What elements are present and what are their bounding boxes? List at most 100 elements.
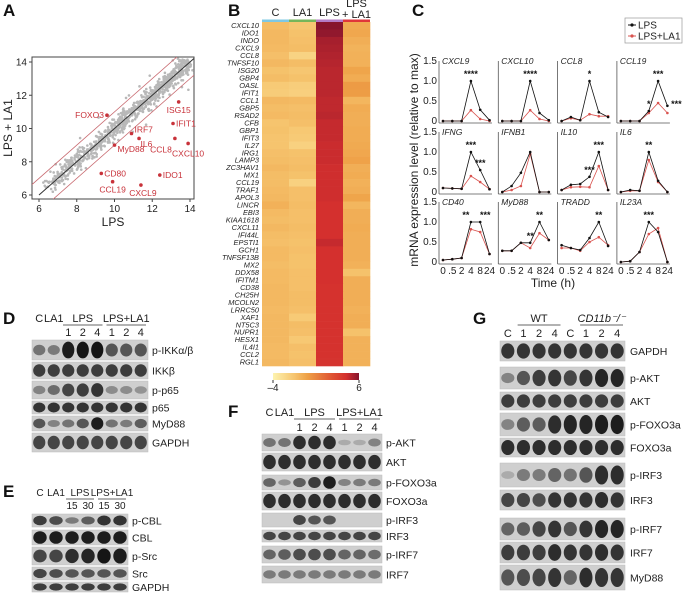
background-point — [111, 134, 115, 137]
heatmap-cell — [262, 81, 290, 90]
blot-row — [499, 391, 626, 411]
protein-band — [278, 531, 291, 541]
heatmap-cell — [262, 156, 290, 165]
data-point-lps — [647, 220, 651, 224]
protein-band — [532, 521, 546, 537]
heatmap-cell — [343, 328, 371, 337]
heatmap-cell — [289, 276, 317, 285]
heatmap-row-label: DDX58 — [235, 268, 260, 277]
y-tick-label: 10 — [16, 124, 28, 135]
heatmap-cell — [343, 22, 371, 30]
background-point — [76, 165, 80, 169]
background-point — [118, 117, 122, 121]
heatmap-row-label: RGL1 — [240, 358, 259, 367]
point-label: ISG15 — [167, 105, 191, 115]
lane-label: 1 — [65, 327, 71, 339]
heatmap-cell — [343, 89, 371, 98]
heatmap-cell — [289, 119, 317, 127]
background-point — [168, 93, 171, 96]
heatmap-cell — [316, 283, 344, 292]
heatmap-cell — [262, 89, 290, 98]
y-tick-label: 1.0 — [423, 147, 437, 158]
blot-row-label: Src — [132, 569, 148, 581]
blot-row — [31, 339, 149, 361]
x-tick-label: 10 — [109, 204, 121, 215]
protein-band — [65, 569, 79, 578]
heatmap-cell — [343, 119, 371, 127]
subplot-title: CXCL9 — [442, 56, 470, 66]
upper-bound-line — [32, 57, 178, 186]
data-point-lps — [578, 248, 582, 252]
heatmap-row-label: CCL8 — [240, 51, 260, 60]
blot-row — [31, 529, 129, 546]
background-point — [64, 177, 67, 181]
background-point — [76, 163, 80, 166]
x-tick-label: 8 — [537, 266, 543, 277]
data-point-lps — [488, 187, 491, 191]
series-line-lps — [442, 221, 490, 261]
background-point — [119, 111, 123, 115]
background-point — [65, 160, 69, 164]
background-point — [73, 156, 76, 160]
background-point — [83, 155, 86, 159]
point-label: IDO1 — [163, 170, 183, 180]
background-point — [90, 151, 93, 155]
lane-label: 1 — [341, 422, 347, 434]
heatmap-cell — [262, 186, 290, 195]
background-point — [52, 171, 55, 174]
heatmap-cell — [289, 306, 317, 314]
series-line-lps — [561, 150, 609, 191]
blot-row — [31, 361, 149, 380]
subplot-title: IL10 — [561, 127, 578, 137]
protein-band — [579, 369, 593, 387]
protein-band — [81, 531, 95, 544]
blot-strip — [31, 432, 149, 453]
x-tick-label: 24 — [662, 266, 674, 277]
blot-row-label: p-IRF7 — [630, 524, 662, 536]
heatmap-cell — [289, 298, 317, 307]
background-point — [49, 170, 52, 173]
background-point — [82, 150, 86, 153]
background-point — [174, 83, 178, 86]
background-point — [103, 139, 107, 143]
series-line-lps — [442, 150, 490, 190]
data-point-lps — [666, 104, 669, 108]
series-line-lps-la1 — [502, 152, 549, 193]
protein-band — [308, 493, 321, 509]
data-point-lps — [547, 118, 551, 122]
line-panel-c: CXCL9****00.51.01.5 CXCL10****CCL8*CCL19*… — [407, 17, 683, 290]
heatmap-cell — [262, 51, 290, 60]
heatmap-cell — [262, 171, 290, 180]
protein-band — [532, 493, 546, 507]
lane-group-label: C — [36, 488, 43, 499]
background-point — [93, 156, 96, 159]
data-point-lps — [488, 252, 491, 256]
protein-band — [323, 435, 336, 450]
heatmap-cell — [316, 291, 344, 299]
heatmap-cell — [343, 246, 371, 255]
data-point-lps — [451, 187, 454, 190]
lane-group-label: CD11b⁻/⁻ — [578, 313, 627, 325]
background-point — [116, 131, 119, 135]
blot-row-label: IRF3 — [386, 531, 409, 543]
background-point — [163, 79, 166, 83]
x-tick-label: 0 — [559, 266, 565, 277]
background-point — [66, 177, 70, 181]
protein-band — [579, 343, 593, 359]
data-point-lps — [519, 241, 523, 245]
heatmap-row-label: LAMP3 — [235, 156, 260, 165]
protein-band — [134, 402, 147, 413]
blot-strip — [499, 437, 626, 458]
protein-band — [338, 454, 351, 470]
background-point — [68, 161, 71, 164]
protein-band — [579, 415, 593, 434]
heatmap-row-label: IFI44L — [238, 231, 259, 240]
blot-strip — [261, 545, 383, 564]
protein-band — [263, 478, 276, 487]
protein-band — [563, 544, 577, 561]
protein-band — [579, 394, 593, 408]
background-point — [163, 90, 166, 94]
heatmap-cell — [262, 336, 290, 344]
